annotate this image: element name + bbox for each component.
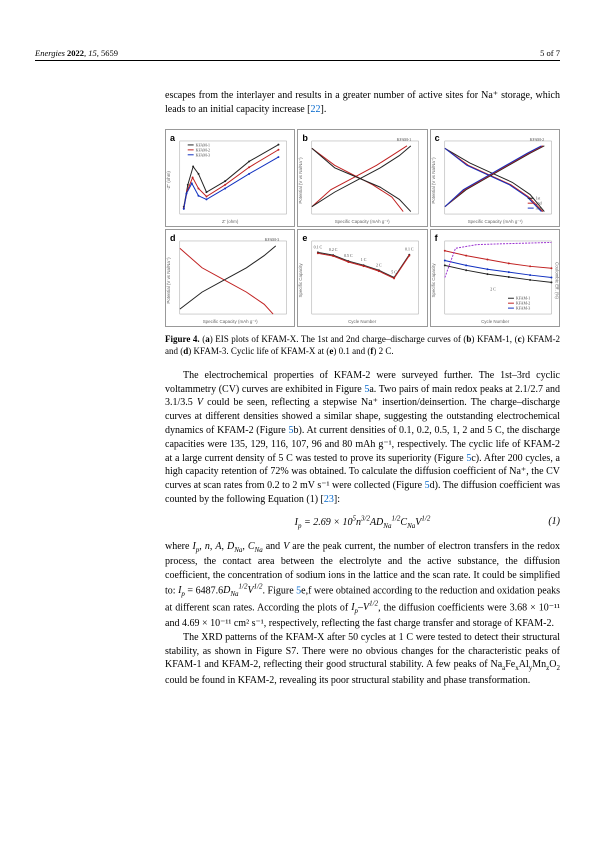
svg-text:0.1 C: 0.1 C <box>405 246 414 251</box>
equation-body: Ip = 2.69 × 105n3/2ADNa1/2CNaV1/2 <box>295 517 431 528</box>
svg-text:KFAM-1: KFAM-1 <box>397 137 411 142</box>
header-journal: Energies 2022, 15, 5659 <box>35 48 118 58</box>
panel-f: f KFAM-1KFAM-2KFAM-3 Cycle Number Specif… <box>430 229 560 327</box>
svg-text:Cycle Number: Cycle Number <box>481 319 510 324</box>
ref-22[interactable]: 22 <box>311 104 321 115</box>
main-content: escapes from the interlayer and results … <box>165 89 560 688</box>
svg-text:Specific Capacity (mAh g⁻¹): Specific Capacity (mAh g⁻¹) <box>203 319 258 324</box>
svg-text:Cycle Number: Cycle Number <box>348 319 377 324</box>
panel-b: b Specific Capacity (mAh g⁻¹) Potential … <box>297 129 427 227</box>
svg-text:2 C: 2 C <box>490 286 496 291</box>
svg-text:KFAM-2: KFAM-2 <box>529 137 543 142</box>
svg-text:KFAM-3: KFAM-3 <box>196 152 210 157</box>
svg-text:0.1 C: 0.1 C <box>314 244 323 249</box>
figure-4: a KFAM-1KFAM-2KFAM-3 Z' (ohm) -Z'' (ohm)… <box>165 129 560 327</box>
panel-e-label: e <box>302 232 307 244</box>
svg-text:Potential (V vs Na/Na⁺): Potential (V vs Na/Na⁺) <box>431 156 436 203</box>
figure-4-caption: Figure 4. (a) EIS plots of KFAM-X. The 1… <box>165 333 560 357</box>
svg-text:Specific Capacity (mAh g⁻¹): Specific Capacity (mAh g⁻¹) <box>467 219 522 224</box>
journal-year: 2022 <box>67 48 84 58</box>
var-ipv: Ip–V1/2 <box>351 602 378 613</box>
panel-f-label: f <box>435 232 438 244</box>
svg-text:Specific Capacity: Specific Capacity <box>298 262 303 297</box>
paragraph-3: where Ip, n, A, DNa, CNa and V are the p… <box>165 540 560 631</box>
svg-text:2 C: 2 C <box>376 262 382 267</box>
page-header: Energies 2022, 15, 5659 5 of 7 <box>35 48 560 61</box>
axis-y-a: -Z'' (ohm) <box>166 170 171 189</box>
svg-text:Specific Capacity: Specific Capacity <box>431 262 436 297</box>
para4-text: The XRD patterns of the KFAM-X after 50 … <box>165 632 560 686</box>
panel-d: d Specific Capacity (mAh g⁻¹) Potential … <box>165 229 295 327</box>
panel-d-label: d <box>170 232 176 244</box>
panel-c: c 1st2nd3rd Specific Capacity (mAh g⁻¹) … <box>430 129 560 227</box>
svg-text:1 C: 1 C <box>361 257 367 262</box>
svg-text:3rd: 3rd <box>535 205 540 210</box>
svg-text:Specific Capacity (mAh g⁻¹): Specific Capacity (mAh g⁻¹) <box>335 219 390 224</box>
svg-text:KFAM-3: KFAM-3 <box>265 237 279 242</box>
journal-art: 5659 <box>101 48 118 58</box>
svg-text:5 C: 5 C <box>392 269 398 274</box>
ref-23[interactable]: 23 <box>324 494 334 505</box>
panel-e: e 0.1 C 0.2 C 0.5 C 1 C 2 C 5 C 0.1 C Cycle Nu… <box>297 229 427 327</box>
svg-text:Potential (V vs Na/Na⁺): Potential (V vs Na/Na⁺) <box>298 156 303 203</box>
caption-lead: Figure 4. <box>165 334 200 344</box>
panel-a: a KFAM-1KFAM-2KFAM-3 Z' (ohm) -Z'' (ohm) <box>165 129 295 227</box>
var-cna: CNa <box>248 541 263 552</box>
equation-1: Ip = 2.69 × 105n3/2ADNa1/2CNaV1/2 (1) <box>165 515 560 532</box>
equation-number: (1) <box>548 515 560 529</box>
panel-b-label: b <box>302 132 308 144</box>
svg-text:Potential (V vs Na/Na⁺): Potential (V vs Na/Na⁺) <box>166 256 171 303</box>
svg-text:Coulombic Eff. (%): Coulombic Eff. (%) <box>554 262 559 299</box>
var-ip2: Ip <box>178 585 185 596</box>
panel-c-label: c <box>435 132 440 144</box>
svg-text:KFAM-3: KFAM-3 <box>516 305 530 310</box>
journal-vol: 15 <box>88 48 97 58</box>
paragraph-4: The XRD patterns of the KFAM-X after 50 … <box>165 631 560 688</box>
svg-text:0.2 C: 0.2 C <box>329 247 338 252</box>
journal-name: Energies <box>35 48 65 58</box>
page-number: 5 of 7 <box>540 48 560 58</box>
paragraph-2: The electrochemical properties of KFAM-2… <box>165 369 560 507</box>
var-dna: DNa <box>227 541 242 552</box>
svg-text:0.5 C: 0.5 C <box>344 253 353 258</box>
paragraph-1: escapes from the interlayer and results … <box>165 89 560 117</box>
panel-a-label: a <box>170 132 175 144</box>
axis-x-a: Z' (ohm) <box>222 219 239 224</box>
var-dv: DNa1/2V1/2 <box>223 585 262 596</box>
